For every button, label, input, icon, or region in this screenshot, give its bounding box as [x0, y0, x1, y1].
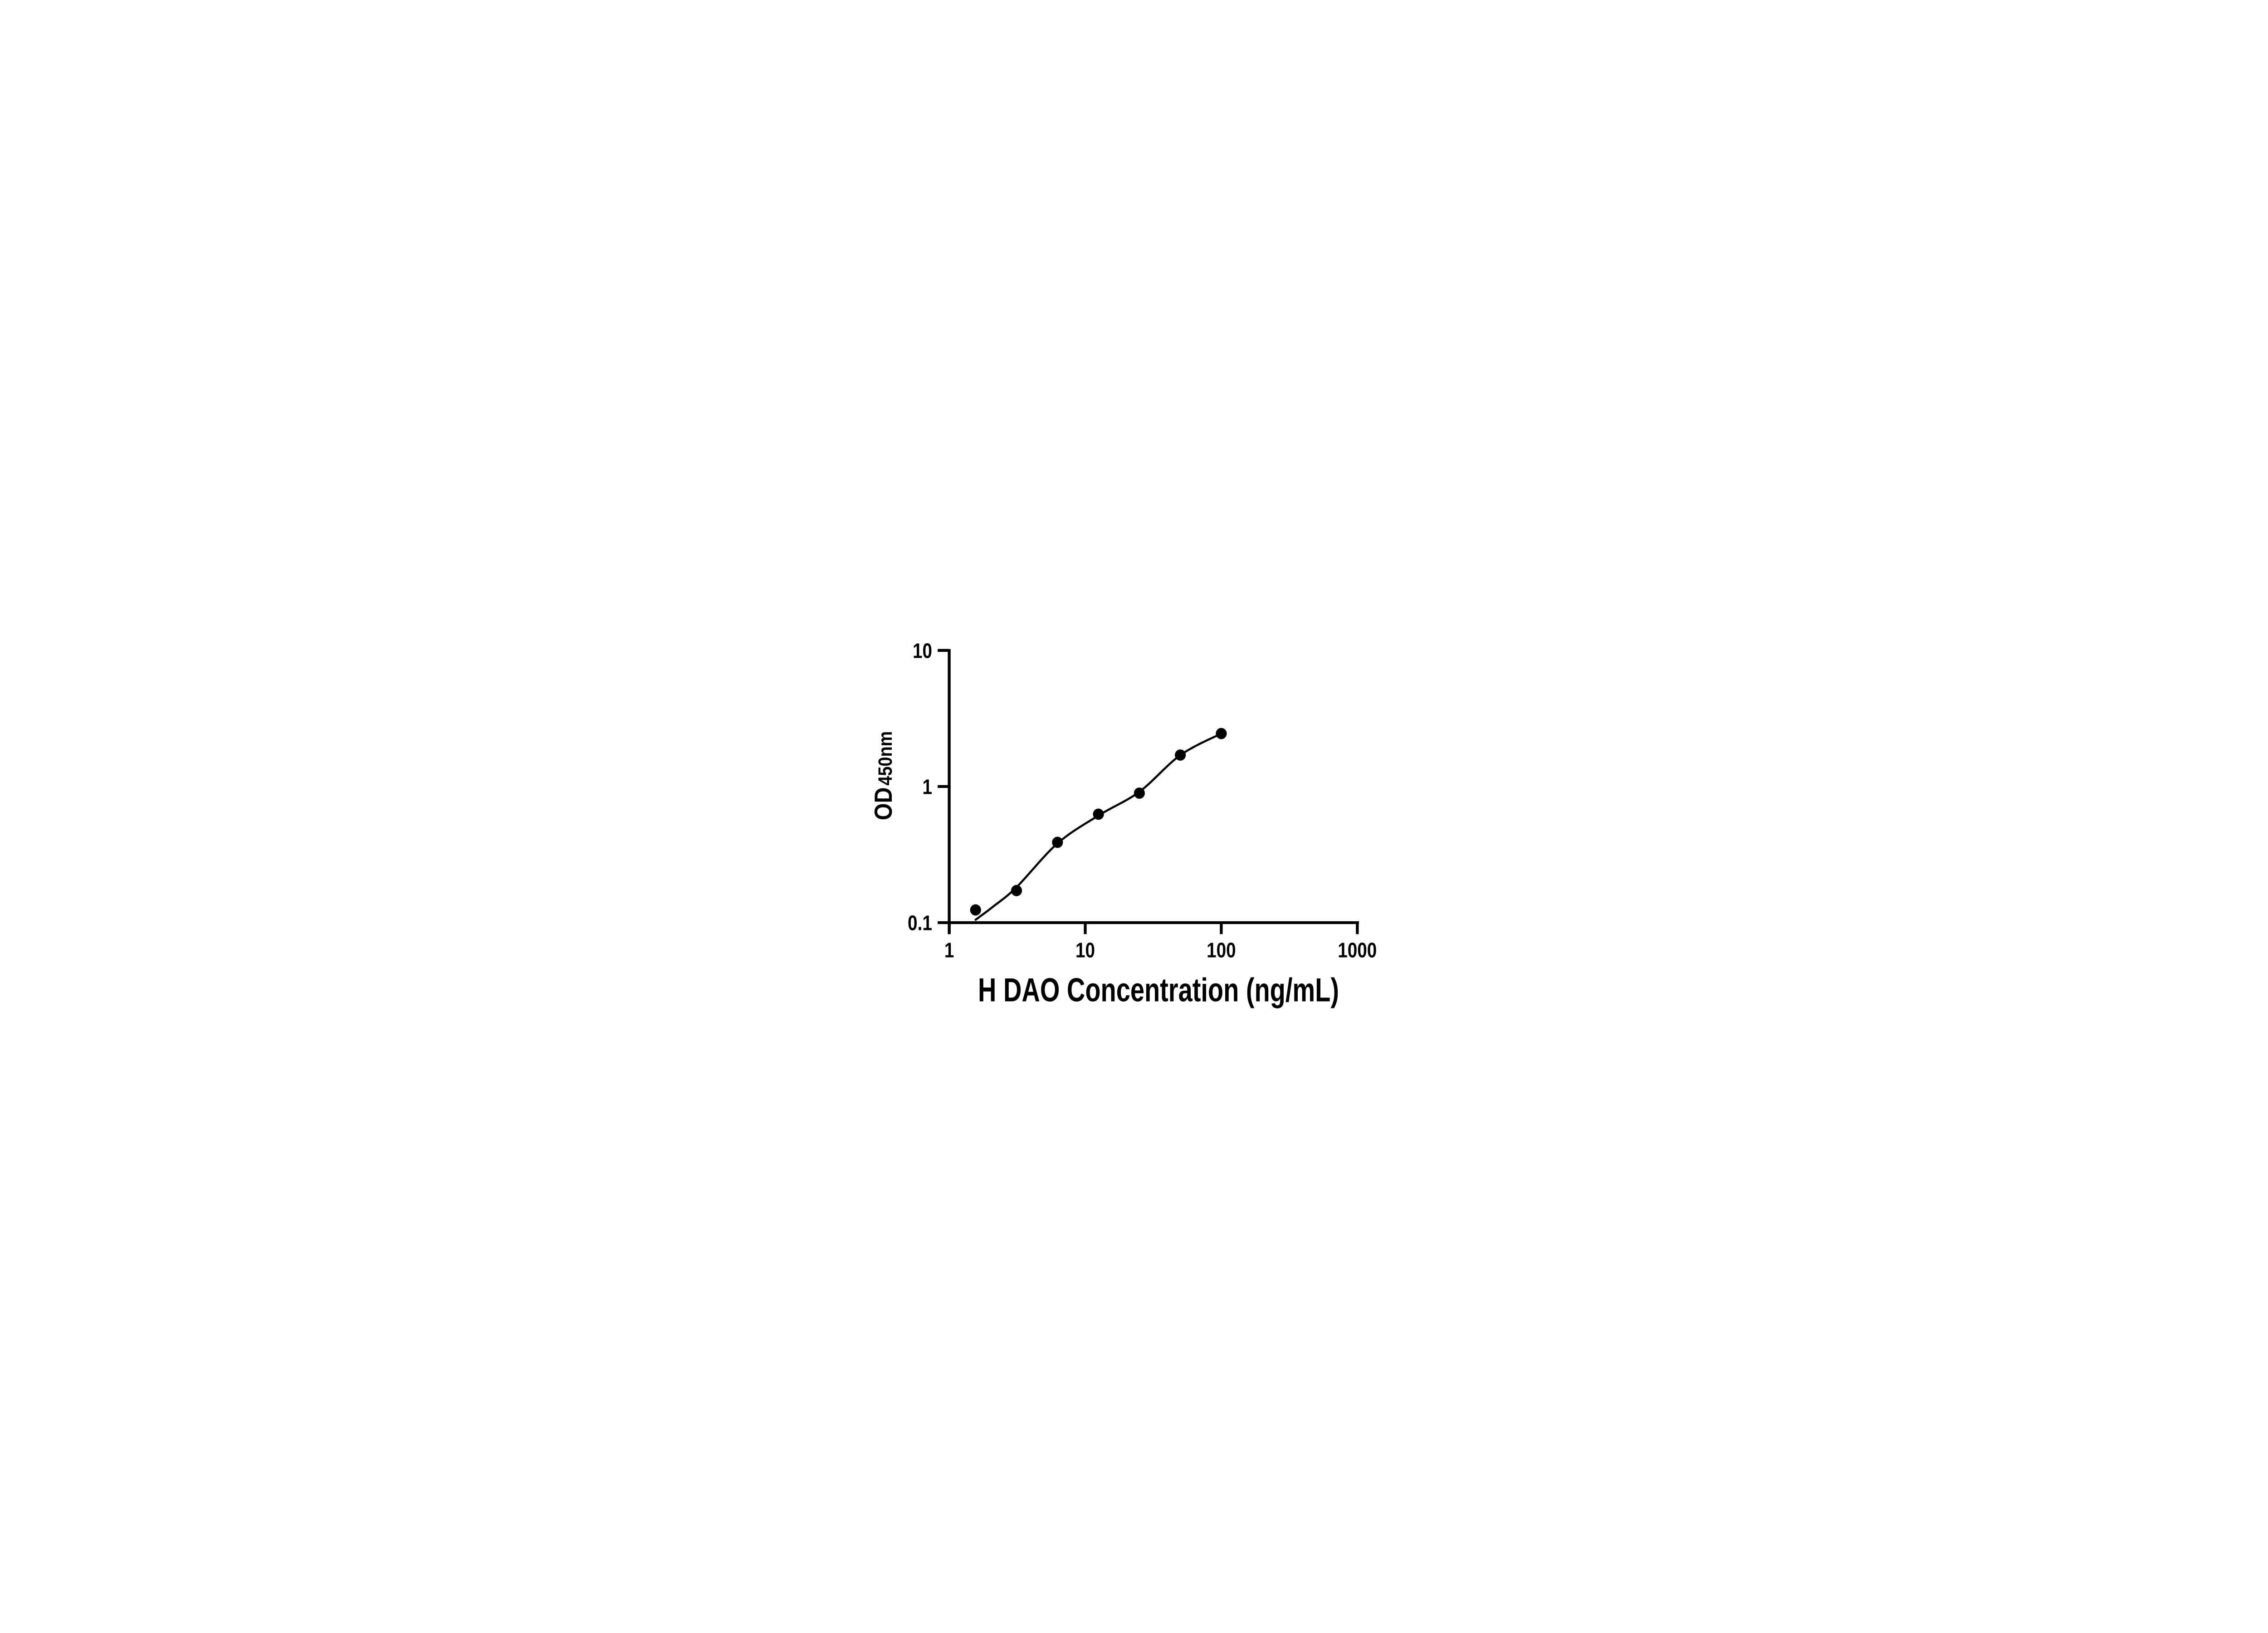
x-axis-title: H DAO Concentration (ng/mL): [978, 972, 1339, 1009]
chart-canvas: 0.1 1 10 1 10 100 1000 H DAO Concentration (ng…: [869, 639, 1377, 1009]
data-point: [1216, 728, 1227, 739]
x-tick-label: 100: [1207, 938, 1236, 962]
data-point: [1011, 885, 1022, 896]
x-tick-label: 1: [944, 938, 954, 962]
x-tick-label: 1000: [1338, 938, 1377, 962]
elisa-standard-curve-figure: 0.1 1 10 1 10 100 1000 H DAO Concentration (ng…: [848, 612, 1420, 1021]
data-point: [970, 904, 981, 916]
svg-text:OD 450nm: OD 450nm: [869, 731, 897, 820]
y-axis-title-main: OD: [869, 787, 897, 821]
x-tick-label: 10: [1075, 938, 1095, 962]
data-point: [1093, 808, 1104, 820]
data-point: [1134, 787, 1145, 799]
y-axis-title-subscript: 450nm: [874, 731, 896, 786]
y-tick-label: 1: [923, 775, 933, 798]
y-tick-label: 10: [913, 639, 932, 662]
data-points: [970, 728, 1227, 916]
y-axis-title: OD 450nm: [869, 731, 897, 820]
y-tick-label: 0.1: [908, 911, 932, 935]
axes: 0.1 1 10 1 10 100 1000: [908, 639, 1377, 962]
data-point: [1175, 749, 1186, 761]
data-point: [1052, 836, 1063, 848]
